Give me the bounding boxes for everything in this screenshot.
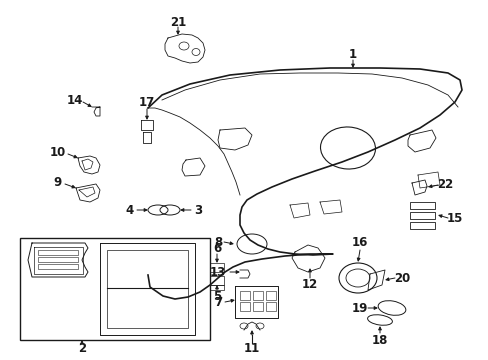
Bar xyxy=(240,291,249,300)
Text: 12: 12 xyxy=(301,279,318,292)
Text: 14: 14 xyxy=(67,94,83,107)
Bar xyxy=(209,285,224,290)
Text: 7: 7 xyxy=(214,296,222,309)
Bar xyxy=(265,302,275,311)
Text: 17: 17 xyxy=(139,96,155,109)
Text: 1: 1 xyxy=(348,49,356,62)
Text: 13: 13 xyxy=(209,266,225,279)
Bar xyxy=(209,263,224,272)
Text: 4: 4 xyxy=(125,203,134,216)
Text: 22: 22 xyxy=(436,179,452,192)
Bar xyxy=(240,302,249,311)
Bar xyxy=(252,302,263,311)
Text: 2: 2 xyxy=(78,342,86,355)
Text: 9: 9 xyxy=(54,175,62,189)
Bar xyxy=(38,250,78,255)
Text: 15: 15 xyxy=(446,211,462,225)
Text: 6: 6 xyxy=(212,242,221,255)
Text: 20: 20 xyxy=(393,271,409,284)
Bar xyxy=(107,250,187,328)
Text: 3: 3 xyxy=(194,203,202,216)
Bar xyxy=(20,238,209,340)
Text: 10: 10 xyxy=(50,145,66,158)
Bar xyxy=(209,276,224,285)
Text: 8: 8 xyxy=(213,235,222,248)
Bar xyxy=(409,222,434,229)
Bar xyxy=(38,257,78,262)
Bar xyxy=(409,202,434,209)
Text: 18: 18 xyxy=(371,333,387,346)
Bar xyxy=(38,264,78,269)
Text: 19: 19 xyxy=(351,302,367,315)
Text: 21: 21 xyxy=(169,15,186,28)
Bar xyxy=(409,212,434,219)
Text: 16: 16 xyxy=(351,237,367,249)
Text: 5: 5 xyxy=(212,289,221,302)
Bar xyxy=(252,291,263,300)
Text: 11: 11 xyxy=(244,342,260,355)
Bar xyxy=(265,291,275,300)
